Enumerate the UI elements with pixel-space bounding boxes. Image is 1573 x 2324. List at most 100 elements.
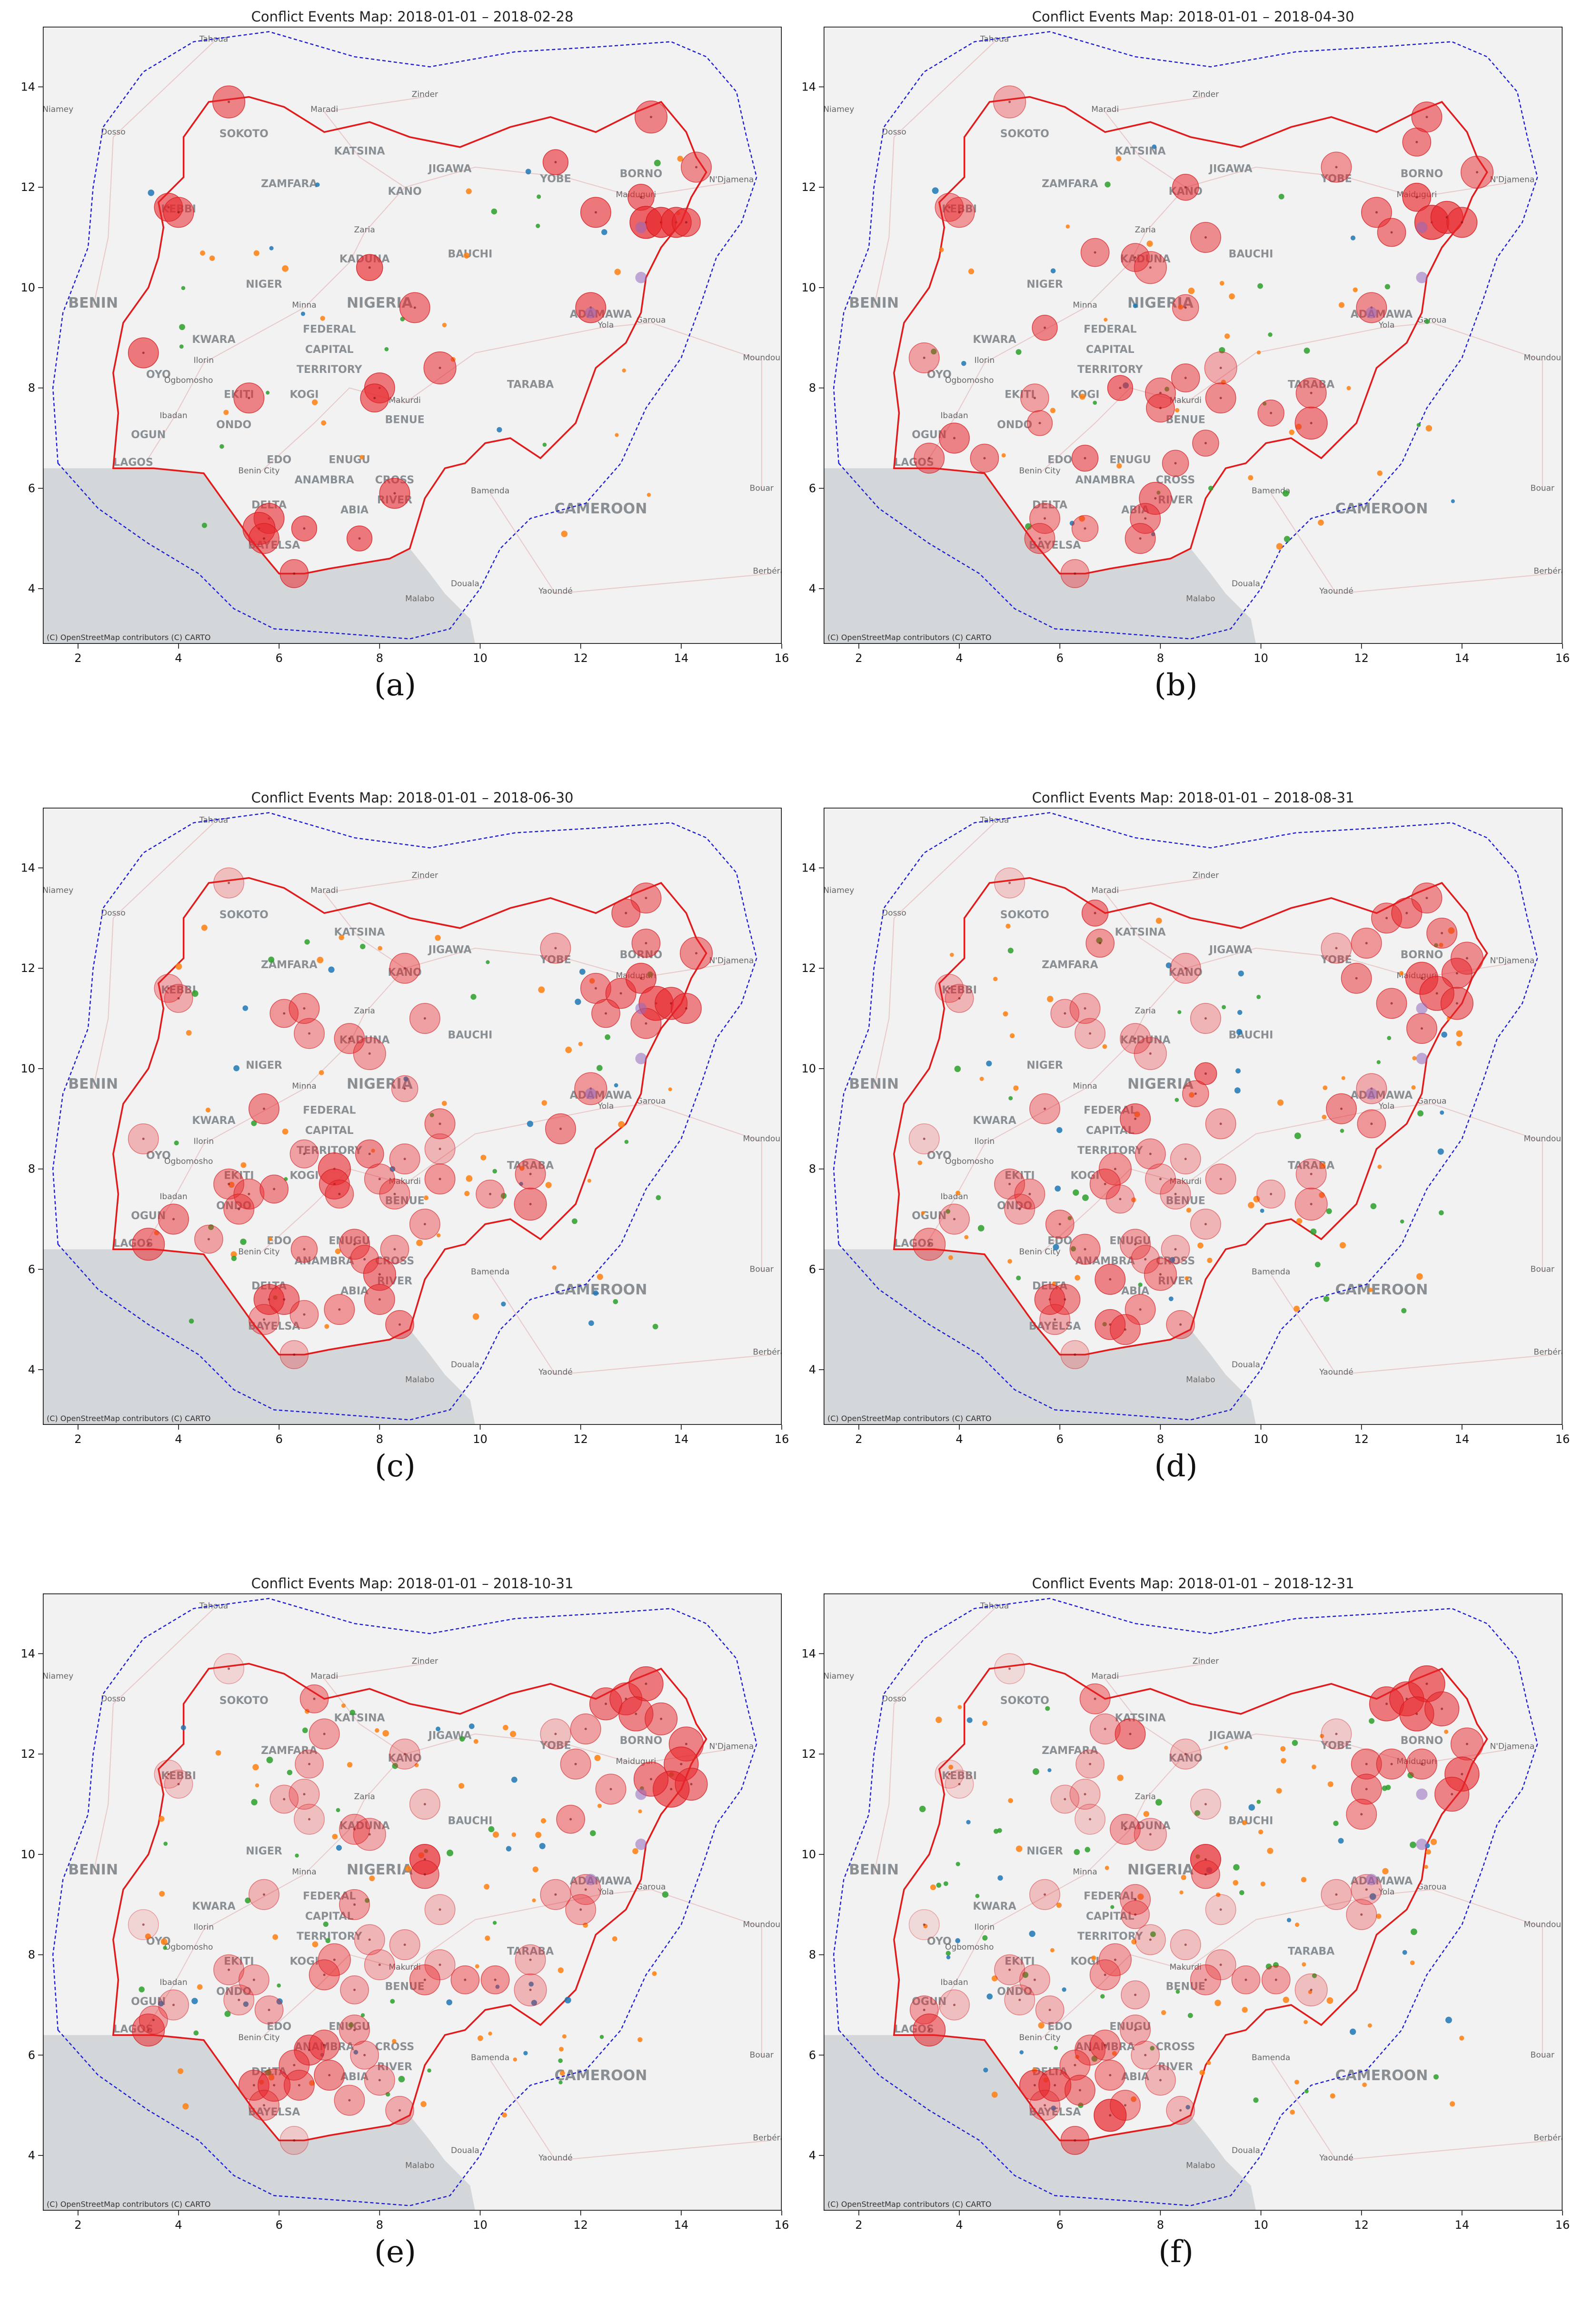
minor-event-dot bbox=[1207, 2061, 1211, 2065]
minor-event-dot bbox=[1175, 1989, 1180, 1994]
map-label: Zinder bbox=[1193, 871, 1219, 881]
map-label: BENIN bbox=[68, 1076, 118, 1092]
map-label: Berbérati bbox=[753, 1348, 782, 1357]
event-centre bbox=[228, 1182, 230, 1185]
map-label: Malabo bbox=[1186, 2161, 1215, 2170]
minor-event-dot bbox=[1303, 2020, 1308, 2024]
basemap-road bbox=[1270, 493, 1553, 594]
minor-event-dot bbox=[1242, 2007, 1248, 2013]
minor-event-dot bbox=[1253, 2097, 1259, 2103]
event-centre bbox=[1089, 1763, 1092, 1765]
map-label: ONDO bbox=[216, 1200, 251, 1212]
event-centre bbox=[303, 527, 306, 530]
minor-event-dot bbox=[991, 2091, 998, 2098]
minor-event-dot bbox=[1194, 1810, 1201, 1816]
event-centre bbox=[373, 397, 376, 400]
map-label: KWARA bbox=[192, 1115, 235, 1127]
map-label: BAUCHI bbox=[448, 249, 493, 260]
event-centre bbox=[368, 1052, 371, 1055]
map-panel: Conflict Events Map: 2018-01-01 – 2018-1… bbox=[10, 1567, 789, 2272]
minor-event-dot bbox=[1110, 1905, 1115, 1909]
minor-event-dot bbox=[531, 2000, 538, 2006]
map-label: ANAMBRA bbox=[295, 1255, 354, 1267]
event-centre bbox=[609, 1788, 612, 1791]
event-centre bbox=[378, 2079, 381, 2082]
map-label: BENIN bbox=[68, 295, 118, 311]
axes-frame bbox=[43, 1593, 782, 2211]
event-centre bbox=[464, 1978, 467, 1981]
map-label: Minna bbox=[292, 301, 316, 310]
subfigure-label: (d) bbox=[1154, 1449, 1198, 1484]
x-tick-label: 14 bbox=[674, 1432, 689, 1446]
x-tick-label: 6 bbox=[1056, 651, 1064, 665]
minor-event-dot bbox=[359, 455, 364, 460]
event-centre bbox=[1018, 1208, 1021, 1211]
event-centre bbox=[1114, 1168, 1116, 1171]
event-centre bbox=[393, 1248, 396, 1251]
y-tick-label: 8 bbox=[809, 1162, 816, 1176]
map-label: ADAMAWA bbox=[570, 1875, 632, 1887]
minor-event-dot bbox=[228, 1182, 235, 1188]
x-tick-label: 2 bbox=[74, 1432, 81, 1446]
minor-event-dot bbox=[1008, 1798, 1013, 1803]
event-centre bbox=[948, 206, 951, 209]
map-label: BORNO bbox=[1401, 1735, 1444, 1747]
minor-event-dot bbox=[1282, 490, 1289, 497]
minor-event-dot bbox=[191, 1998, 198, 2004]
event-centre bbox=[378, 1273, 381, 1276]
event-centre bbox=[690, 1783, 693, 1785]
minor-event-dot bbox=[332, 1833, 338, 1840]
x-tick-label: 12 bbox=[573, 1432, 588, 1446]
minor-event-dot bbox=[1215, 1892, 1221, 1897]
minor-event-dot bbox=[1333, 1821, 1339, 1826]
minor-event-dot bbox=[1312, 1973, 1317, 1978]
map-label: CAMEROON bbox=[1335, 2067, 1428, 2084]
minor-event-dot bbox=[946, 1209, 951, 1214]
event-centre bbox=[605, 1703, 607, 1705]
minor-event-dot bbox=[317, 956, 324, 963]
minor-event-dot bbox=[312, 1941, 319, 1948]
minor-event-dot bbox=[255, 1783, 259, 1788]
nigeria-border bbox=[112, 96, 707, 575]
event-centre bbox=[1204, 442, 1207, 444]
map-label: Zinder bbox=[1193, 90, 1219, 100]
minor-event-dot bbox=[979, 1076, 984, 1081]
map-label: BAUCHI bbox=[1229, 1030, 1274, 1042]
event-centre bbox=[1074, 572, 1076, 575]
basemap-sea bbox=[824, 468, 1256, 644]
event-centre bbox=[248, 397, 250, 400]
event-centre bbox=[1270, 411, 1273, 414]
minor-event-dot bbox=[1370, 1203, 1377, 1210]
minor-event-dot bbox=[277, 1983, 281, 1988]
minor-event-dot bbox=[1402, 1950, 1407, 1955]
event-centre bbox=[1375, 211, 1378, 214]
purple-event-dot bbox=[1416, 1788, 1428, 1800]
x-tick-label: 4 bbox=[956, 2218, 963, 2232]
map-label: Benin City bbox=[238, 2033, 279, 2043]
event-centre bbox=[645, 942, 647, 944]
map-label: CAMEROON bbox=[1335, 501, 1428, 517]
minor-event-dot bbox=[145, 1933, 151, 1940]
minor-event-dot bbox=[389, 1166, 396, 1172]
event-centre bbox=[273, 2084, 276, 2087]
minor-event-dot bbox=[1401, 1308, 1407, 1313]
event-centre bbox=[625, 912, 627, 914]
map-label: Ibadan bbox=[159, 1978, 187, 1987]
buffer-outline bbox=[52, 812, 757, 1421]
map-label: Zaria bbox=[354, 225, 375, 235]
minor-event-dot bbox=[957, 1705, 962, 1710]
event-centre bbox=[1114, 1958, 1116, 1961]
map-label: EKITI bbox=[1005, 1170, 1035, 1182]
event-centre bbox=[1109, 2074, 1112, 2076]
map-label: Tahoua bbox=[199, 35, 228, 44]
minor-event-dot bbox=[268, 956, 275, 963]
event-centre bbox=[1048, 2009, 1051, 2011]
event-centre bbox=[438, 367, 441, 369]
x-tick-label: 8 bbox=[1157, 1432, 1164, 1446]
minor-event-dot bbox=[668, 1087, 672, 1092]
y-tick-label: 4 bbox=[28, 582, 35, 595]
event-centre bbox=[228, 1968, 230, 1971]
event-centre bbox=[403, 1158, 406, 1161]
map-label: Ogbomosho bbox=[945, 376, 994, 385]
purple-event-dot bbox=[585, 1873, 597, 1885]
